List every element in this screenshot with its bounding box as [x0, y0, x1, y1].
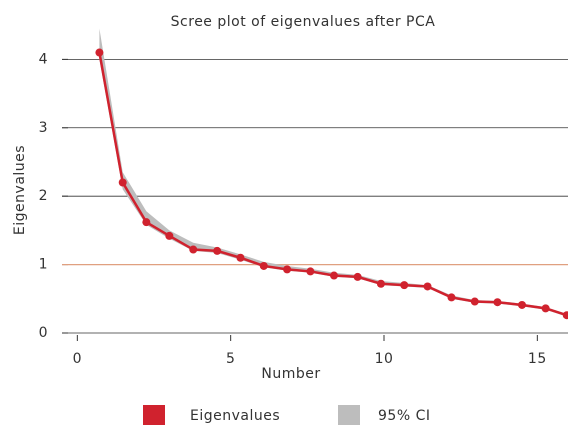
y-tick-label: 0 [39, 325, 48, 341]
eigen-point [447, 293, 456, 302]
y-tick-label: 3 [39, 120, 48, 136]
legend-swatch [338, 405, 360, 425]
eigen-point [400, 281, 409, 290]
eigen-point [353, 272, 362, 281]
eigen-point [142, 218, 151, 227]
eigen-point [95, 48, 104, 57]
y-tick-label: 1 [39, 257, 48, 273]
legend-label: Eigenvalues [190, 408, 280, 424]
eigen-point [189, 245, 198, 254]
eigen-point [518, 300, 526, 309]
eigen-point [562, 311, 568, 320]
eigen-point [470, 297, 479, 306]
x-axis-label: Number [261, 366, 320, 382]
legend-swatch [143, 405, 165, 425]
eigen-point [493, 298, 502, 307]
chart-title: Scree plot of eigenvalues after PCA [171, 14, 436, 30]
eigen-point [118, 178, 127, 187]
eigen-point [306, 267, 315, 276]
eigen-point [165, 231, 174, 240]
eigen-point [541, 304, 550, 313]
eigen-point [376, 279, 385, 288]
eigen-point [283, 265, 292, 274]
y-tick-label: 4 [39, 51, 48, 67]
x-tick-label: 15 [528, 351, 547, 367]
eigen-point [259, 261, 268, 270]
x-tick-label: 0 [73, 351, 82, 367]
y-axis-label: Eigenvalues [12, 145, 28, 235]
x-tick-label: 10 [375, 351, 394, 367]
eigen-point [423, 282, 432, 291]
x-tick-label: 5 [226, 351, 235, 367]
eigen-point [236, 253, 245, 262]
eigen-point [330, 271, 339, 280]
eigen-point [213, 246, 222, 255]
legend-label: 95% CI [378, 408, 430, 424]
y-tick-label: 2 [39, 188, 48, 204]
